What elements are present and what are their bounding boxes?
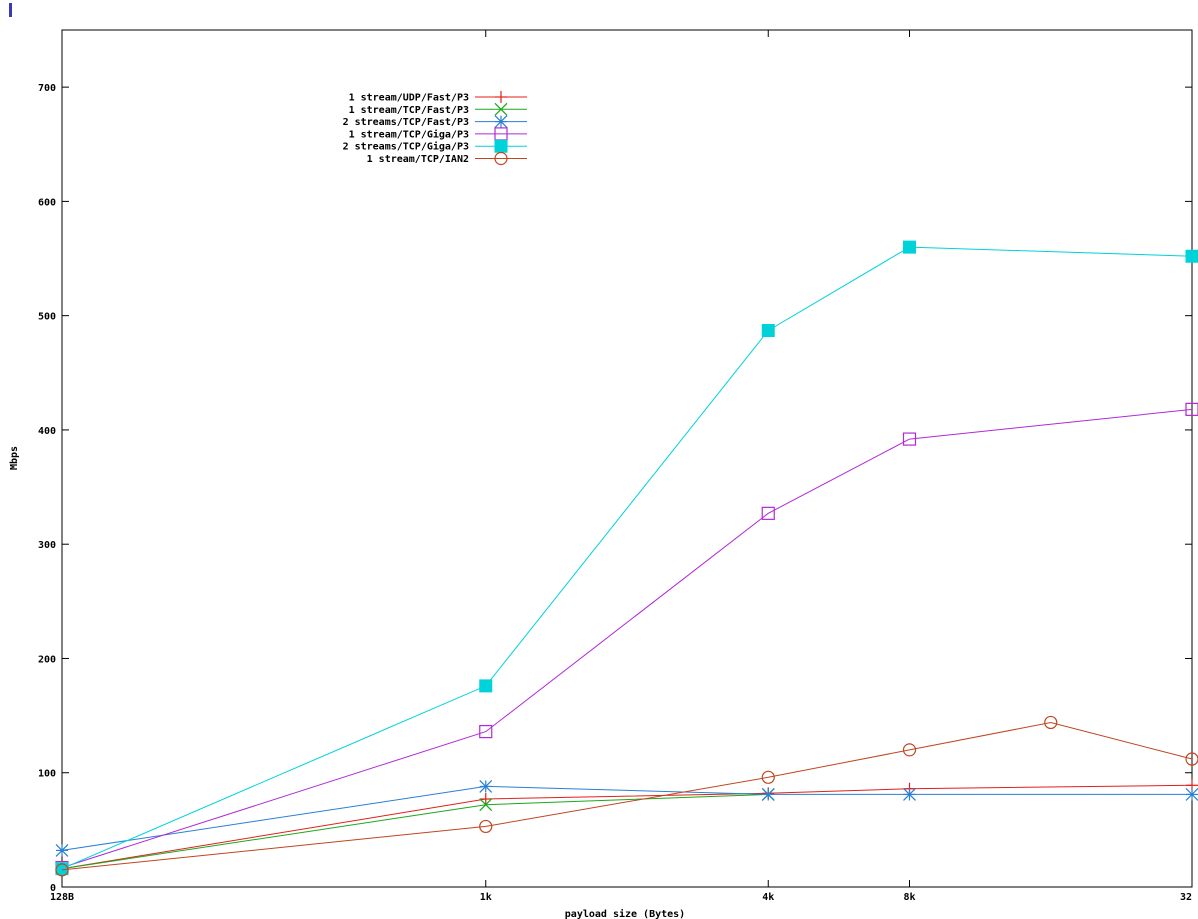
series-1 (56, 779, 1198, 875)
data-point-cross (479, 798, 493, 812)
series-layer (55, 240, 1198, 877)
y-axis-label: Mbps (9, 446, 20, 470)
data-point-circle (479, 819, 493, 834)
legend-label: 1 stream/TCP/Giga/P3 (349, 128, 469, 140)
plot-frame (61, 29, 1193, 888)
data-point-cross (494, 102, 508, 116)
series-4 (55, 402, 1198, 875)
x-axis-ticks: 128B 1k 4k 8k 32 (50, 30, 1193, 903)
data-point-square (902, 432, 917, 446)
series-3 (55, 780, 1198, 857)
data-point-circle (1044, 715, 1058, 730)
data-point-circle (761, 770, 775, 784)
legend: 1 stream/UDP/Fast/P31 stream/TCP/Fast/P3… (343, 91, 527, 166)
x-tick-label: 1k (480, 892, 492, 903)
y-tick-label: 100 (38, 769, 56, 780)
y-tick-label: 700 (38, 83, 56, 94)
data-point-filled-square (1185, 249, 1198, 263)
series-line (61, 246, 1193, 870)
data-point-circle (902, 743, 917, 757)
y-tick-label: 0 (50, 883, 56, 894)
data-point-filled-square (903, 240, 916, 254)
y-tick-label: 600 (38, 197, 56, 208)
legend-label: 2 streams/TCP/Fast/P3 (343, 117, 469, 128)
data-point-star (55, 844, 69, 857)
data-point-circle (55, 863, 69, 877)
data-point-star (761, 788, 775, 801)
data-point-square (479, 724, 493, 739)
data-point-star (1185, 788, 1198, 801)
data-point-filled-square (55, 862, 69, 876)
x-tick-label: 4k (762, 892, 774, 903)
y-axis-ticks: 0 100 200 300 400 500 600 700 (38, 83, 1192, 894)
data-point-star (479, 780, 493, 793)
data-point-square (1185, 402, 1198, 416)
legend-label: 1 stream/UDP/Fast/P3 (349, 93, 469, 104)
data-point-circle (1185, 752, 1198, 766)
x-tick-label: 128B (50, 892, 74, 903)
legend-label: 1 stream/TCP/IAN2 (367, 154, 469, 165)
series-line (61, 721, 1193, 871)
y-tick-label: 400 (38, 426, 56, 437)
y-tick-label: 200 (38, 654, 56, 665)
legend-label: 1 stream/TCP/Fast/P3 (349, 105, 469, 116)
data-point-filled-square (761, 324, 775, 338)
x-axis-label: payload size (Bytes) (565, 908, 685, 919)
data-point-star (494, 115, 508, 129)
data-point-star (903, 788, 916, 801)
data-point-square (761, 506, 775, 520)
y-tick-label: 500 (38, 312, 56, 323)
series-2 (55, 788, 775, 876)
series-6 (55, 715, 1198, 877)
series-5 (55, 240, 1198, 876)
corner-mark (9, 3, 12, 17)
y-tick-label: 300 (38, 540, 56, 551)
x-tick-label: 8k (903, 892, 915, 903)
x-tick-label: 32 (1180, 892, 1192, 903)
data-point-circle (494, 151, 508, 166)
series-line (61, 408, 1193, 869)
data-point-filled-square (479, 679, 493, 693)
legend-label: 2 streams/TCP/Giga/P3 (343, 141, 469, 153)
series-line (61, 784, 1193, 870)
data-point-filled-square (494, 139, 508, 153)
series-line (61, 793, 769, 870)
